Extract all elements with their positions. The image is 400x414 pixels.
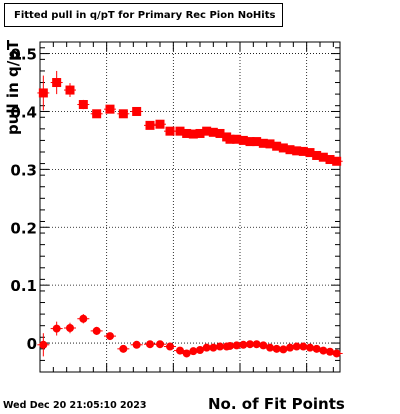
data-point (245, 137, 255, 147)
y-tick-label: 0.3 (10, 161, 37, 179)
data-point (312, 150, 322, 160)
data-point (105, 104, 115, 114)
data-point (215, 128, 225, 138)
data-point (266, 343, 274, 352)
data-point (79, 314, 88, 323)
data-point (286, 343, 294, 352)
data-point (146, 340, 154, 349)
chart-title: Fitted pull in q/pT for Primary Rec Pion… (4, 3, 283, 27)
data-point (326, 347, 334, 356)
data-point (66, 324, 74, 332)
data-point (265, 139, 275, 149)
data-point (325, 155, 335, 165)
axes: 0 0.1 0.2 0.3 0.4 0.5 (10, 41, 341, 373)
data-point (299, 342, 308, 351)
y-tick-label: 0.2 (10, 219, 37, 237)
data-point (156, 340, 164, 349)
data-point (176, 346, 184, 355)
data-point (145, 120, 155, 130)
data-point (92, 326, 101, 335)
data-point (285, 145, 295, 155)
data-point (132, 340, 141, 349)
data-point (305, 148, 315, 158)
data-point (132, 106, 142, 116)
x-axis-label: No. of Fit Points (208, 395, 345, 413)
data-point (189, 347, 198, 356)
data-point (258, 138, 268, 148)
data-layer (37, 70, 343, 358)
data-point (272, 141, 282, 151)
data-point (165, 126, 175, 136)
y-tick-label: 0.5 (10, 46, 37, 64)
data-point (332, 156, 342, 166)
data-point (232, 341, 241, 350)
data-point (188, 129, 198, 139)
y-tick-label: 0.1 (10, 277, 37, 295)
data-point (119, 344, 128, 353)
data-point (246, 340, 254, 349)
data-point (38, 88, 48, 98)
data-point (195, 128, 205, 138)
data-point (39, 340, 48, 349)
series-2 (37, 314, 343, 358)
data-point (278, 143, 288, 153)
data-point (208, 127, 218, 137)
data-point (292, 146, 302, 156)
data-point (272, 344, 281, 353)
data-point (155, 119, 165, 129)
data-point (106, 332, 114, 341)
data-point (52, 324, 61, 333)
data-point (166, 342, 174, 351)
grid-lines (40, 42, 340, 372)
series-1 (37, 70, 343, 166)
data-point (312, 344, 321, 353)
plot-frame (39, 41, 341, 373)
data-point (232, 134, 242, 144)
data-point (238, 135, 248, 145)
data-point (298, 146, 308, 156)
y-axis-label: pull in q/pT (4, 39, 22, 135)
timestamp: Wed Dec 20 21:05:10 2023 (3, 400, 147, 411)
data-point (226, 341, 234, 350)
data-point (182, 128, 192, 138)
data-point (52, 78, 62, 88)
data-point (92, 109, 102, 119)
data-point (279, 345, 288, 354)
data-point (292, 342, 301, 351)
data-point (252, 340, 261, 349)
data-point (78, 100, 88, 110)
data-point (175, 126, 185, 136)
data-point (332, 349, 341, 358)
data-point (306, 343, 314, 352)
y-tick-label: 0.4 (10, 103, 37, 121)
data-point (319, 346, 328, 355)
data-point (209, 343, 218, 352)
data-point (65, 85, 75, 95)
data-point (252, 137, 262, 147)
data-point (202, 343, 211, 352)
data-point (318, 152, 328, 162)
data-point (202, 126, 212, 136)
y-tick-label: 0 (27, 335, 37, 353)
data-point (118, 109, 128, 119)
data-point (225, 134, 235, 144)
data-point (239, 340, 248, 349)
data-point (216, 342, 224, 351)
